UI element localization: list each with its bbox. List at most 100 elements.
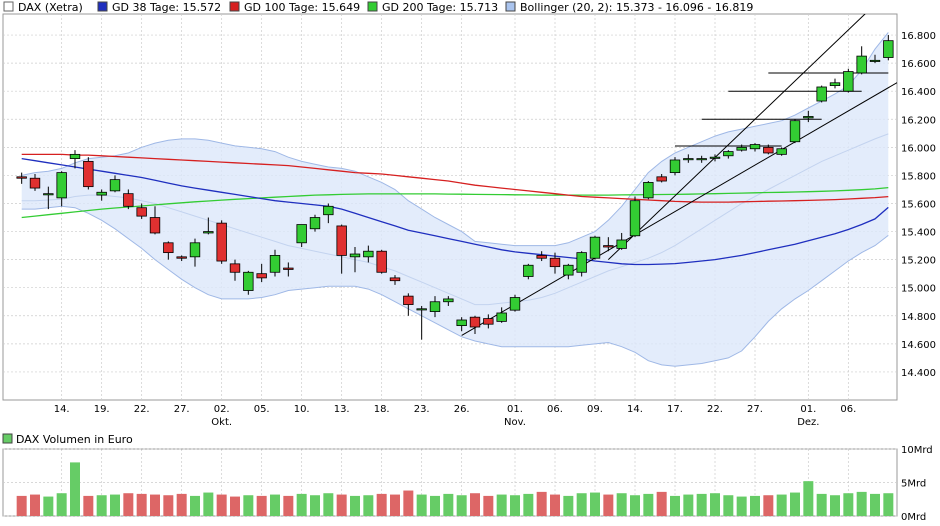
candle-body bbox=[376, 250, 387, 273]
volume-bar bbox=[670, 495, 680, 516]
volume-bar bbox=[843, 493, 854, 516]
candle-body bbox=[483, 318, 494, 325]
candle-body bbox=[843, 71, 854, 92]
candle-body bbox=[96, 191, 107, 196]
volume-bar bbox=[310, 495, 320, 516]
volume-bar bbox=[643, 493, 654, 516]
candle-body bbox=[669, 159, 681, 174]
trend-line bbox=[607, 14, 866, 260]
volume-bar bbox=[403, 490, 414, 516]
volume-bar bbox=[390, 494, 400, 516]
volume-bar bbox=[576, 493, 587, 516]
candle-body bbox=[616, 239, 627, 249]
y-tick-label: 16.600 bbox=[901, 59, 936, 70]
x-tick-label: 06. bbox=[840, 404, 856, 415]
candle-body bbox=[136, 207, 147, 217]
candle-body bbox=[429, 301, 441, 312]
candle-body bbox=[29, 177, 41, 189]
volume-bar bbox=[443, 493, 454, 516]
y-tick-label: 15.800 bbox=[901, 171, 936, 182]
y-tick-label: 14.600 bbox=[901, 340, 936, 351]
legend-label: GD 38 Tage: 15.572 bbox=[112, 1, 221, 14]
volume-bar bbox=[123, 493, 134, 516]
volume-bar bbox=[723, 495, 734, 516]
x-tick-label: 01. bbox=[800, 404, 816, 415]
volume-bar bbox=[136, 493, 147, 516]
candle-body bbox=[749, 144, 761, 150]
volume-bar bbox=[350, 495, 360, 516]
gd200-line bbox=[21, 186, 889, 219]
x-tick-label: 09. bbox=[587, 404, 603, 415]
candle-body bbox=[176, 256, 187, 259]
candle-body bbox=[69, 153, 81, 159]
candle-body bbox=[403, 295, 414, 305]
month-label: Nov. bbox=[504, 417, 526, 428]
legend-label: GD 100 Tage: 15.649 bbox=[244, 1, 360, 14]
candle-body bbox=[216, 222, 227, 262]
volume-bar bbox=[56, 493, 67, 516]
y-tick-label: 15.000 bbox=[901, 284, 936, 295]
volume-tick-label: 10Mrd bbox=[901, 445, 933, 456]
volume-bar bbox=[763, 495, 774, 516]
volume-bar bbox=[270, 494, 280, 516]
candle-body bbox=[563, 264, 574, 276]
volume-bar bbox=[176, 493, 187, 516]
bollinger-lower-line bbox=[21, 205, 889, 367]
candle-body bbox=[43, 193, 54, 196]
candle-body bbox=[709, 156, 721, 159]
candle-body bbox=[443, 298, 454, 303]
candle-body bbox=[416, 308, 427, 311]
candle-body bbox=[203, 231, 214, 234]
volume-bar bbox=[70, 462, 80, 516]
legend-swatch bbox=[97, 1, 108, 12]
candle-body bbox=[523, 264, 534, 277]
candle-body bbox=[789, 120, 801, 143]
x-tick-label: 22. bbox=[707, 404, 723, 415]
y-tick-label: 15.600 bbox=[901, 199, 936, 210]
volume-bar bbox=[16, 495, 27, 516]
candle-body bbox=[189, 242, 201, 258]
x-tick-label: 18. bbox=[374, 404, 390, 415]
candle-body bbox=[336, 225, 347, 256]
candle-body bbox=[256, 273, 267, 279]
legend-swatch bbox=[3, 1, 14, 12]
candle-body bbox=[123, 193, 134, 207]
gd100-line bbox=[21, 153, 889, 203]
month-label: Dez. bbox=[797, 417, 819, 428]
volume-bar bbox=[510, 495, 520, 516]
volume-tick-label: 0Mrd bbox=[901, 512, 926, 523]
x-tick-label: 10. bbox=[294, 404, 310, 415]
volume-bar bbox=[376, 493, 387, 516]
bollinger-band-fill bbox=[21, 32, 889, 367]
candle-body bbox=[816, 86, 827, 102]
volume-bar bbox=[43, 496, 54, 516]
candle-body bbox=[509, 297, 521, 311]
bollinger-upper-line bbox=[21, 32, 889, 247]
y-tick-label: 14.800 bbox=[901, 312, 936, 323]
volume-bar bbox=[683, 494, 694, 516]
candle-body bbox=[536, 255, 547, 259]
volume-bar bbox=[496, 494, 507, 516]
volume-bar bbox=[150, 494, 160, 516]
volume-bar bbox=[283, 495, 294, 516]
volume-bar bbox=[590, 492, 600, 516]
candle-body bbox=[736, 146, 747, 151]
volume-bar bbox=[870, 493, 880, 516]
candle-body bbox=[589, 236, 601, 259]
volume-bar bbox=[750, 495, 760, 516]
candle-body bbox=[469, 316, 481, 328]
volume-bar bbox=[336, 494, 347, 516]
volume-bar bbox=[736, 496, 747, 516]
volume-bar bbox=[710, 493, 720, 516]
candle-body bbox=[723, 151, 734, 157]
candle-body bbox=[109, 179, 121, 192]
candle-body bbox=[363, 250, 374, 258]
volume-bar bbox=[776, 494, 787, 516]
volume-bar bbox=[323, 493, 334, 516]
candle-body bbox=[349, 253, 361, 258]
candle-body bbox=[163, 242, 174, 254]
candle-body bbox=[883, 40, 894, 58]
y-tick-label: 16.200 bbox=[901, 115, 936, 126]
candle-body bbox=[776, 148, 787, 155]
volume-bar bbox=[803, 481, 814, 516]
